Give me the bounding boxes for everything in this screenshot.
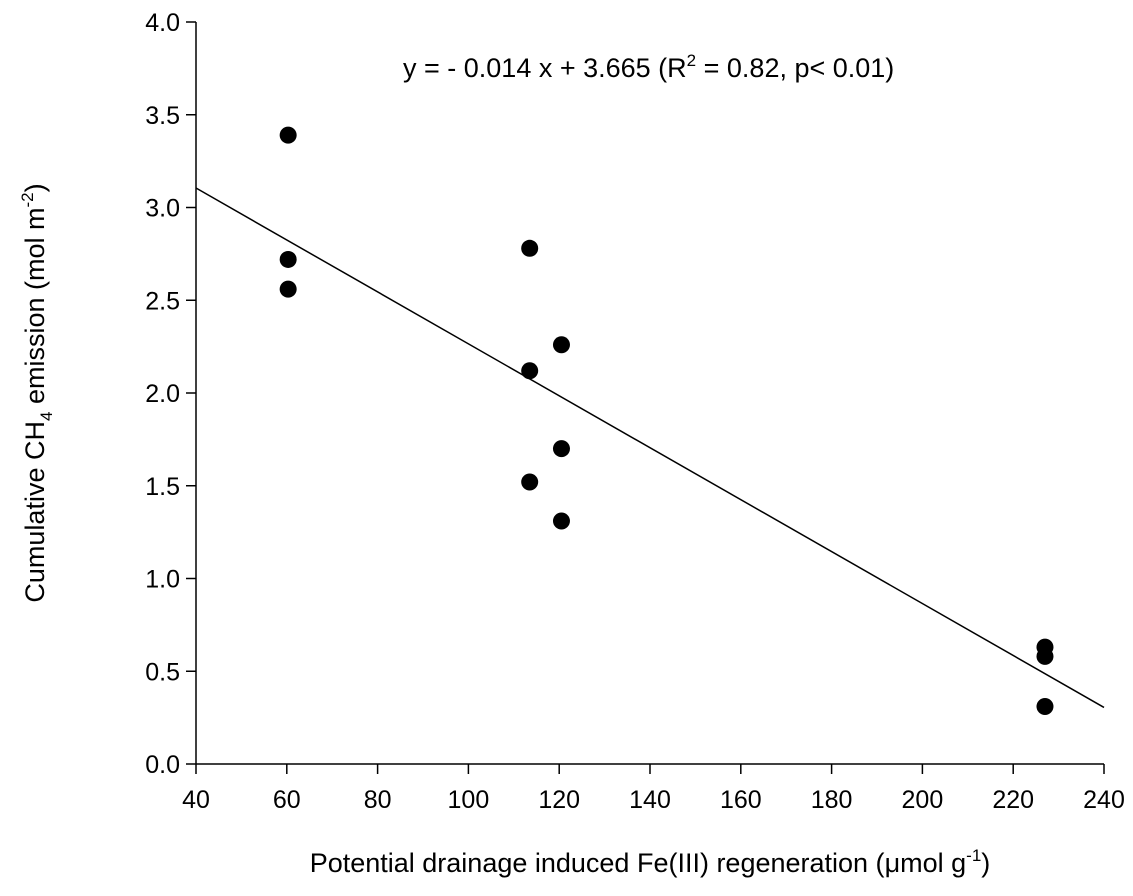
y-tick-label: 2.5 xyxy=(145,287,180,315)
data-point xyxy=(521,362,539,380)
x-tick-label: 60 xyxy=(273,786,301,814)
y-tick-label: 3.5 xyxy=(145,102,180,130)
data-point xyxy=(521,473,539,491)
data-point xyxy=(552,336,570,354)
x-tick-label: 80 xyxy=(364,786,392,814)
regression-equation: y = - 0.014 x + 3.665 (R2 = 0.82, p< 0.0… xyxy=(403,51,894,83)
data-points xyxy=(279,126,1054,715)
data-point xyxy=(1036,647,1054,665)
x-tick-label: 180 xyxy=(811,786,853,814)
x-tick-label: 40 xyxy=(182,786,210,814)
y-tick-label: 1.5 xyxy=(145,473,180,501)
data-point xyxy=(552,512,570,530)
y-tick-label: 4.0 xyxy=(145,9,180,37)
y-tick-label: 1.0 xyxy=(145,566,180,594)
x-ticks: 40 60 80 100 120 140 160 180 200 220 240 xyxy=(182,764,1125,814)
x-tick-label: 200 xyxy=(902,786,944,814)
y-ticks: 0.0 0.5 1.0 1.5 2.0 2.5 3.0 3.5 4.0 xyxy=(145,9,196,779)
data-point xyxy=(279,280,297,298)
y-tick-label: 3.0 xyxy=(145,195,180,223)
x-tick-label: 140 xyxy=(629,786,671,814)
regression-fit xyxy=(195,187,1105,709)
axes xyxy=(195,22,1104,765)
y-axis-title: Cumulative CH4 emission (mol m-2) xyxy=(18,183,56,602)
x-tick-label: 100 xyxy=(448,786,490,814)
data-point xyxy=(521,239,539,257)
data-point xyxy=(279,126,297,144)
x-axis-title: Potential drainage induced Fe(III) regen… xyxy=(310,846,991,878)
data-point xyxy=(1036,697,1054,715)
data-point xyxy=(279,250,297,268)
y-tick-label: 2.0 xyxy=(145,380,180,408)
fit-line xyxy=(195,187,1105,709)
data-point xyxy=(552,440,570,458)
y-tick-label: 0.5 xyxy=(145,658,180,686)
x-tick-label: 120 xyxy=(538,786,580,814)
x-tick-label: 240 xyxy=(1083,786,1125,814)
x-tick-label: 220 xyxy=(992,786,1034,814)
x-tick-label: 160 xyxy=(720,786,762,814)
y-tick-label: 0.0 xyxy=(145,751,180,779)
